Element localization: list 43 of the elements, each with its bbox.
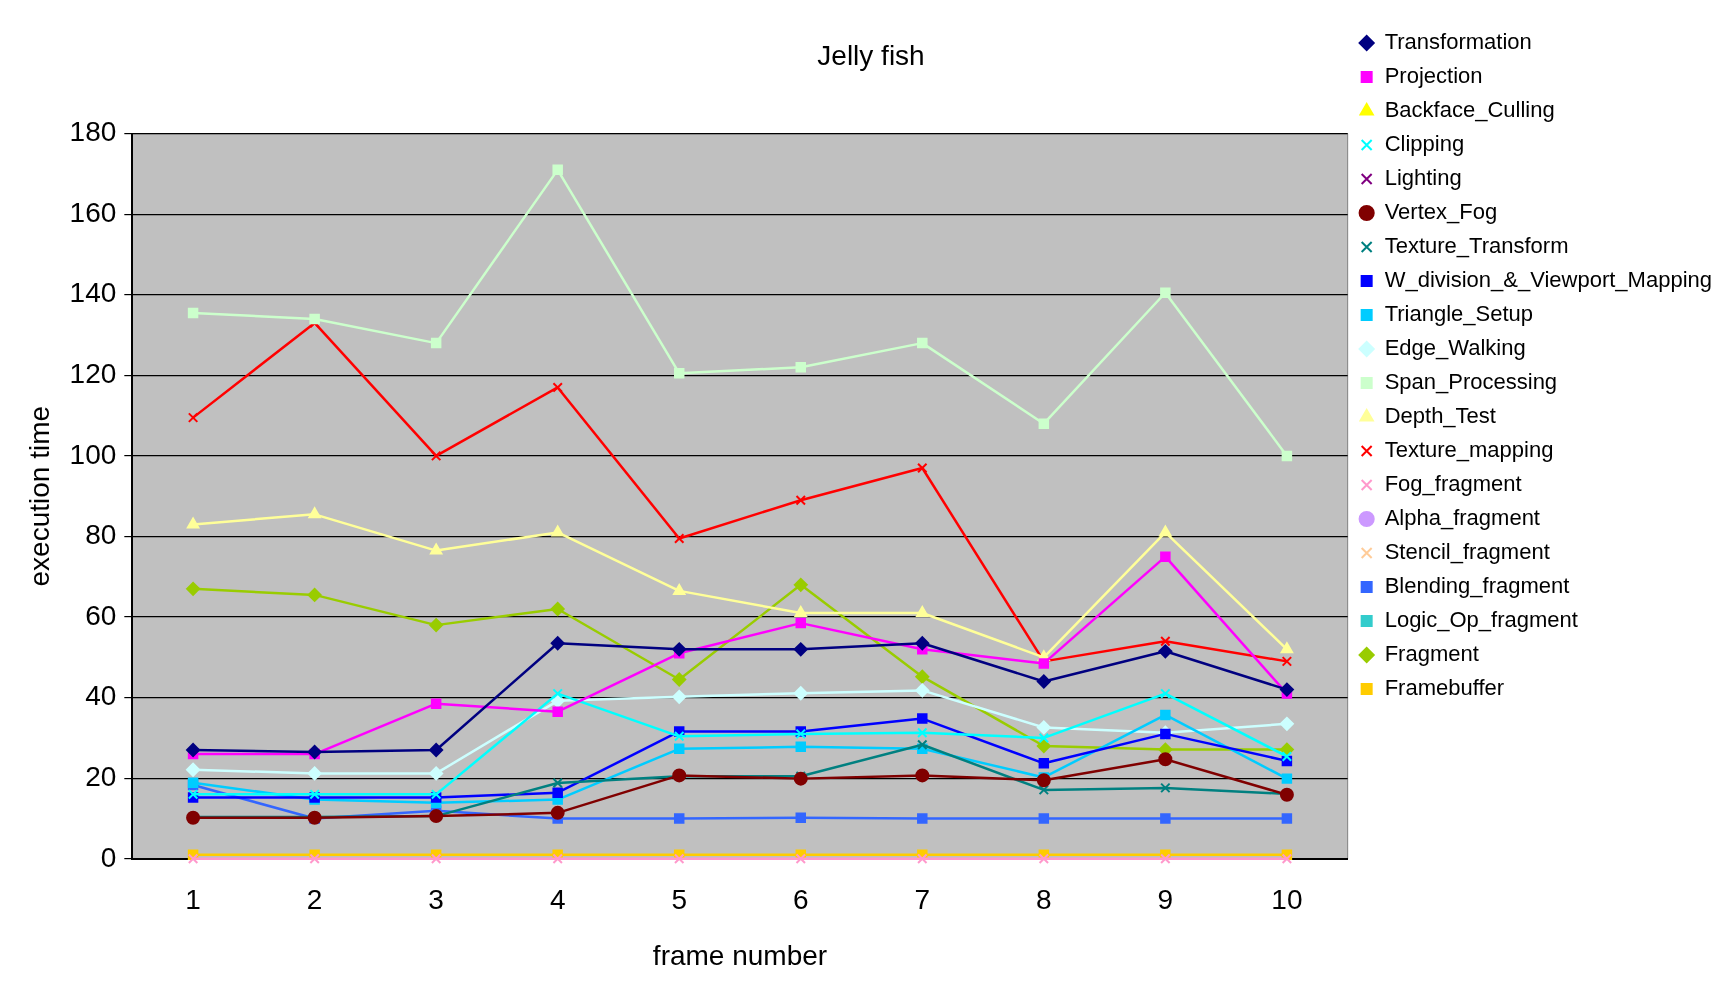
y-tick-label: 120 xyxy=(69,358,117,390)
x-tick-label: 4 xyxy=(549,884,566,916)
y-tick-label: 100 xyxy=(69,438,117,470)
x-tick-label: 3 xyxy=(428,884,444,916)
y-tick-label: 20 xyxy=(85,760,117,792)
legend-label: Fog_fragment xyxy=(1384,471,1522,497)
legend-label: Transformation xyxy=(1384,29,1532,55)
x-tick-label: 7 xyxy=(914,884,931,916)
legend-label: Vertex_Fog xyxy=(1384,199,1498,225)
legend-label: Clipping xyxy=(1384,131,1465,157)
legend-label: Logic_Op_fragment xyxy=(1384,607,1578,633)
y-tick-label: 160 xyxy=(69,196,117,228)
x-tick-label: 1 xyxy=(185,884,201,916)
x-tick-label: 6 xyxy=(792,884,809,916)
legend-label: Span_Processing xyxy=(1384,369,1558,395)
legend-label: Blending_fragment xyxy=(1384,573,1570,599)
x-tick-label: 5 xyxy=(671,884,688,916)
y-axis-title: execution time xyxy=(23,405,55,587)
y-tick-label: 180 xyxy=(69,116,117,148)
legend-label: Lighting xyxy=(1384,165,1462,191)
y-tick-label: 60 xyxy=(85,599,117,631)
legend-label: Backface_Culling xyxy=(1384,97,1555,123)
legend-label: Fragment xyxy=(1384,641,1479,667)
legend-label: Framebuffer xyxy=(1384,675,1505,701)
y-tick-label: 40 xyxy=(85,680,117,712)
x-tick-label: 8 xyxy=(1036,884,1052,916)
x-tick-label: 2 xyxy=(306,884,323,916)
x-tick-label: 9 xyxy=(1157,884,1174,916)
y-tick-label: 80 xyxy=(85,519,117,551)
y-tick-label: 0 xyxy=(100,841,117,873)
y-tick-label: 140 xyxy=(69,277,117,309)
legend-label: Depth_Test xyxy=(1384,403,1496,429)
legend-label: W_division_&_Viewport_Mapping xyxy=(1384,267,1713,293)
legend-label: Projection xyxy=(1384,63,1483,89)
legend-label: Texture_mapping xyxy=(1384,437,1554,463)
x-tick-label: 10 xyxy=(1271,884,1303,916)
x-axis-title: frame number xyxy=(652,939,828,971)
legend-label: Texture_Transform xyxy=(1384,233,1569,259)
legend-label: Triangle_Setup xyxy=(1384,301,1534,327)
legend-label: Stencil_fragment xyxy=(1384,539,1550,565)
legend-label: Edge_Walking xyxy=(1384,335,1526,361)
legend-label: Alpha_fragment xyxy=(1384,505,1540,531)
chart-title: Jelly fish xyxy=(817,39,925,71)
